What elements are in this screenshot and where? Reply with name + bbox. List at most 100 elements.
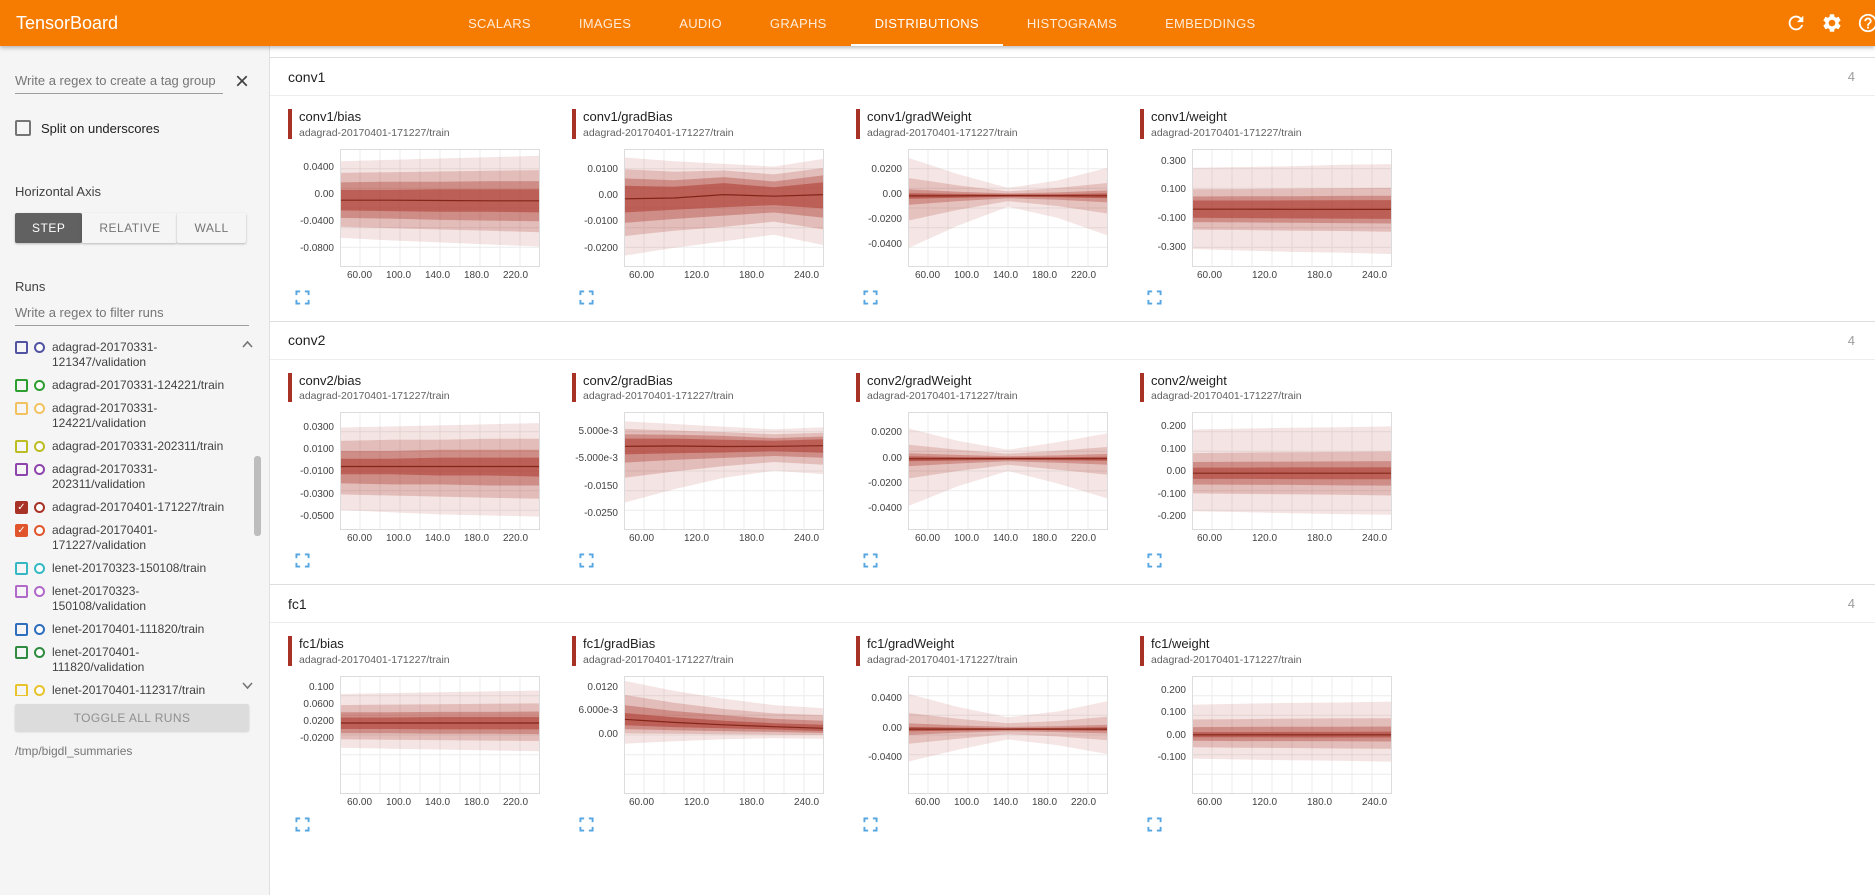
expand-chart-icon[interactable] xyxy=(579,817,594,832)
run-checkbox[interactable]: ✓ xyxy=(15,501,28,514)
expand-chart-icon[interactable] xyxy=(295,553,310,568)
run-checkbox[interactable] xyxy=(15,585,28,598)
run-checkbox[interactable]: ✓ xyxy=(15,524,28,537)
charts-row: fc1/bias adagrad-20170401-171227/train 0.1… xyxy=(270,623,1875,848)
plot-area[interactable] xyxy=(1192,148,1392,267)
plot-area[interactable] xyxy=(340,148,540,267)
plot-area[interactable] xyxy=(624,412,824,531)
section-header[interactable]: conv1 4 xyxy=(270,58,1875,96)
axis-button-wall[interactable]: WALL xyxy=(177,213,246,243)
tag-regex-input[interactable] xyxy=(15,70,223,94)
y-tick-label: 0.0100 xyxy=(303,443,334,455)
run-row[interactable]: adagrad-20170331-124221/train xyxy=(15,374,227,397)
tab-images[interactable]: IMAGES xyxy=(578,15,632,31)
run-checkbox[interactable] xyxy=(15,646,28,659)
run-row[interactable]: adagrad-20170331-124221/validation xyxy=(15,397,227,435)
settings-icon[interactable] xyxy=(1821,12,1843,34)
run-checkbox[interactable] xyxy=(15,623,28,636)
scroll-up-icon[interactable] xyxy=(241,340,254,349)
tab-scalars[interactable]: SCALARS xyxy=(468,15,531,31)
chart-titles: conv2/weight adagrad-20170401-171227/trai… xyxy=(1151,373,1302,403)
y-axis: 0.0100 0.00 -0.0100 -0.0200 xyxy=(572,149,624,267)
run-row[interactable]: adagrad-20170331-202311/train xyxy=(15,435,227,458)
run-row[interactable]: ✓ adagrad-20170401-171227/train xyxy=(15,496,227,519)
axis-button-relative[interactable]: RELATIVE xyxy=(82,213,178,243)
runs-filter-input[interactable] xyxy=(15,302,249,326)
plot-area[interactable] xyxy=(340,412,540,531)
y-tick-label: 0.0100 xyxy=(587,164,618,176)
expand-chart-icon[interactable] xyxy=(1147,817,1162,832)
chart-header: conv1/gradWeight adagrad-20170401-171227/… xyxy=(856,109,1126,139)
refresh-icon[interactable] xyxy=(1785,12,1807,34)
tab-distributions[interactable]: DISTRIBUTIONS xyxy=(850,0,1003,46)
split-underscores-row[interactable]: Split on underscores xyxy=(15,120,249,136)
close-icon[interactable]: × xyxy=(234,68,249,95)
run-checkbox[interactable] xyxy=(15,379,28,392)
run-row[interactable]: lenet-20170401-111820/train xyxy=(15,618,227,641)
chart-run-name: adagrad-20170401-171227/train xyxy=(583,390,734,403)
tab-embeddings[interactable]: EMBEDDINGS xyxy=(1165,15,1256,31)
run-row[interactable]: lenet-20170401-111820/validation xyxy=(15,641,227,679)
run-row[interactable]: adagrad-20170331-202311/validation xyxy=(15,458,227,496)
section-header[interactable]: fc1 4 xyxy=(270,585,1875,624)
plot-area[interactable] xyxy=(1192,675,1392,794)
x-tick-label: 220.0 xyxy=(503,533,529,545)
y-tick-label: 0.00 xyxy=(314,188,334,200)
plot-area[interactable] xyxy=(624,148,824,267)
expand-chart-icon[interactable] xyxy=(863,553,878,568)
expand-chart-icon[interactable] xyxy=(863,290,878,305)
tab-histograms[interactable]: HISTOGRAMS xyxy=(1026,15,1118,31)
tab-graphs[interactable]: GRAPHS xyxy=(769,15,827,31)
chart-card: conv2/bias adagrad-20170401-171227/train 0… xyxy=(288,372,558,569)
runs-scrollbar[interactable] xyxy=(242,336,265,696)
expand-chart-icon[interactable] xyxy=(579,553,594,568)
expand-chart-icon[interactable] xyxy=(295,290,310,305)
scroll-down-icon[interactable] xyxy=(241,681,254,690)
run-row[interactable]: lenet-20170401-112317/train xyxy=(15,679,227,696)
scrollbar-thumb[interactable] xyxy=(254,456,261,536)
run-row[interactable]: lenet-20170323-150108/train xyxy=(15,557,227,580)
x-axis: 60.00 120.0 180.0 240.0 xyxy=(1192,530,1392,544)
run-checkbox[interactable] xyxy=(15,440,28,453)
y-axis: 0.300 0.100 -0.100 -0.300 xyxy=(1140,149,1192,267)
run-row[interactable]: ✓ adagrad-20170401-171227/validation xyxy=(15,519,227,557)
x-tick-label: 180.0 xyxy=(1307,533,1333,545)
section-header[interactable]: conv2 4 xyxy=(270,322,1875,360)
plot-area[interactable] xyxy=(624,675,824,794)
x-tick-label: 240.0 xyxy=(794,796,820,808)
plot-area[interactable] xyxy=(340,675,540,794)
split-underscores-checkbox[interactable] xyxy=(15,120,31,136)
run-checkbox[interactable] xyxy=(15,463,28,476)
plot-area[interactable] xyxy=(908,675,1108,794)
run-checkbox[interactable] xyxy=(15,402,28,415)
expand-chart-icon[interactable] xyxy=(863,817,878,832)
y-tick-label: -0.100 xyxy=(1157,488,1186,500)
run-row[interactable]: adagrad-20170331-121347/validation xyxy=(15,336,227,374)
runs-label: Runs xyxy=(15,279,46,294)
run-label: lenet-20170323-150108/train xyxy=(52,561,207,575)
plot-area[interactable] xyxy=(1192,412,1392,531)
run-checkbox[interactable] xyxy=(15,562,28,575)
x-tick-label: 180.0 xyxy=(1032,533,1058,545)
chart-run-name: adagrad-20170401-171227/train xyxy=(1151,653,1302,666)
run-checkbox[interactable] xyxy=(15,341,28,354)
chart-titles: conv1/gradWeight adagrad-20170401-171227/… xyxy=(867,109,1018,139)
runs-list: adagrad-20170331-121347/validation adagra… xyxy=(15,336,249,696)
run-checkbox[interactable] xyxy=(15,684,28,696)
toggle-all-runs-button[interactable]: TOGGLE ALL RUNS xyxy=(15,704,249,731)
y-tick-label: -0.0400 xyxy=(868,502,902,514)
plot-area[interactable] xyxy=(908,412,1108,531)
chart-card: fc1/gradWeight adagrad-20170401-171227/tr… xyxy=(856,636,1126,832)
expand-chart-icon[interactable] xyxy=(1147,553,1162,568)
expand-chart-icon[interactable] xyxy=(579,290,594,305)
expand-chart-icon[interactable] xyxy=(295,817,310,832)
axis-button-step[interactable]: STEP xyxy=(15,213,83,243)
help-icon[interactable] xyxy=(1857,12,1875,34)
chart-run-name: adagrad-20170401-171227/train xyxy=(299,390,450,403)
chart-run-name: adagrad-20170401-171227/train xyxy=(867,390,1018,403)
x-axis: 60.00 100.0 140.0 180.0 220.0 xyxy=(340,267,540,281)
plot-area[interactable] xyxy=(908,148,1108,267)
run-row[interactable]: lenet-20170323-150108/validation xyxy=(15,580,227,618)
expand-chart-icon[interactable] xyxy=(1147,290,1162,305)
tab-audio[interactable]: AUDIO xyxy=(679,15,722,31)
